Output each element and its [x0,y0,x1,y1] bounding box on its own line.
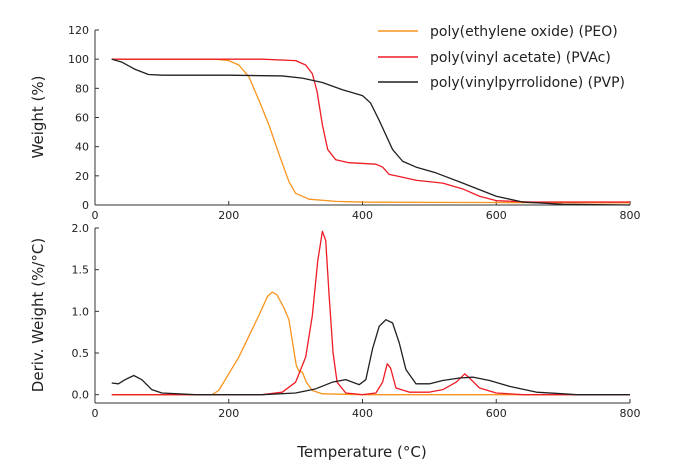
weight-series-peo [111,58,631,204]
weight-y-tick-label: 120 [68,24,89,37]
weight-series-pvac [111,58,630,203]
deriv-x-tick-label: 200 [218,407,239,420]
weight-y-tick-label: 60 [75,112,89,125]
deriv-x-tick-label: 400 [352,407,373,420]
deriv-series-pvp [111,319,630,396]
weight-x-tick-label: 800 [620,209,641,222]
legend: poly(ethylene oxide) (PEO) poly(vinyl ac… [378,24,625,91]
deriv-y-tick-label: 2.0 [72,222,90,235]
weight-panel: 0 200 400 600 800 0 20 40 60 80 100 120 Weight (%) [29,24,641,222]
weight-x-tick-label: 600 [486,209,507,222]
deriv-x-tick-label: 600 [486,407,507,420]
x-axis-title: Temperature (°C) [296,443,426,461]
weight-y-tick-label: 0 [82,199,89,212]
legend-label-pvac: poly(vinyl acetate) (PVAc) [430,50,611,66]
weight-series-pvp [111,58,631,206]
weight-x-tick-label: 0 [92,209,99,222]
weight-x-tick-label: 200 [218,209,239,222]
deriv-y-tick-label: 1.5 [72,264,90,277]
deriv-series-peo [111,291,630,396]
derivative-panel: 0 200 400 600 800 0.0 0.5 1.0 1.5 2.0 Deriv. Weig… [29,222,641,461]
legend-label-peo: poly(ethylene oxide) (PEO) [430,24,618,40]
deriv-y-tick-label: 0.5 [72,347,90,360]
deriv-x-tick-label: 800 [620,407,641,420]
weight-y-axis-title: Weight (%) [29,76,47,159]
legend-label-pvp: poly(vinylpyrrolidone) (PVP) [430,75,625,91]
weight-y-tick-label: 80 [75,82,89,95]
deriv-x-tick-label: 0 [92,407,99,420]
deriv-y-tick-label: 0.0 [72,389,90,402]
weight-y-tick-label: 20 [75,170,89,183]
deriv-series-pvac [111,230,630,396]
weight-y-tick-label: 100 [68,53,89,66]
deriv-y-tick-label: 1.0 [72,305,90,318]
weight-y-tick-label: 40 [75,141,89,154]
weight-x-tick-label: 400 [352,209,373,222]
deriv-y-axis-title: Deriv. Weight (%/°C) [29,238,47,392]
